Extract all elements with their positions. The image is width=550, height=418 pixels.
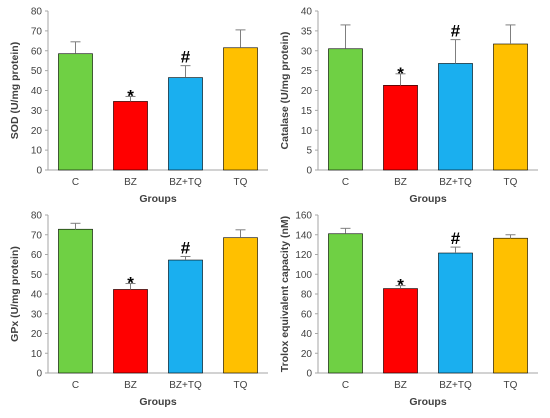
x-tick-label: C [342, 380, 349, 391]
y-tick-label: 40 [301, 329, 313, 340]
y-axis-title: SOD (U/mg protein) [9, 42, 21, 139]
x-tick-label: BZ [394, 177, 407, 188]
chart-trolox: 0 20 40 60 80 100 120 140 160 C * BZ # BZ+TQ TQ Groups T… [279, 211, 538, 408]
y-tick-label: 30 [31, 309, 43, 320]
y-tick-label: 30 [31, 106, 43, 117]
y-tick-label: 20 [301, 86, 313, 97]
bar-bz [383, 288, 418, 374]
bar-bz-plus-tq [168, 77, 203, 171]
significance-asterisk: * [397, 64, 404, 83]
y-tick-label: 160 [295, 211, 312, 222]
y-tick-label: 10 [31, 146, 43, 157]
significance-hash: # [451, 22, 461, 41]
x-tick-label: TQ [504, 177, 518, 188]
y-axis-title: Catalase (U/mg protein) [279, 32, 291, 150]
significance-asterisk: * [127, 274, 134, 293]
x-tick-label: TQ [234, 380, 248, 391]
y-tick-label: 100 [295, 270, 312, 281]
x-tick-label: BZ [394, 380, 407, 391]
x-tick-label: C [72, 177, 79, 188]
x-tick-label: BZ+TQ [439, 177, 472, 188]
chart-gpx: 0 10 20 30 40 50 60 70 80 C * BZ # BZ+TQ TQ Groups GPx (… [9, 211, 268, 408]
y-tick-label: 35 [301, 26, 313, 37]
y-tick-label: 20 [31, 329, 43, 340]
bar-c [328, 48, 363, 171]
bar-bz-plus-tq [168, 259, 203, 374]
bar-tq [493, 43, 528, 171]
significance-hash: # [181, 238, 191, 257]
y-tick-label: 50 [31, 270, 43, 281]
x-tick-label: BZ [124, 177, 137, 188]
x-tick-label: TQ [234, 177, 248, 188]
y-tick-label: 70 [31, 230, 43, 241]
bar-bz [113, 289, 148, 374]
y-tick-label: 60 [31, 250, 43, 261]
y-tick-label: 25 [301, 66, 313, 77]
x-axis-title: Groups [139, 193, 176, 205]
bar-tq [223, 237, 258, 374]
y-tick-label: 70 [31, 26, 43, 37]
bar-bz [383, 85, 418, 171]
y-tick-label: 0 [306, 369, 312, 380]
x-tick-label: BZ+TQ [169, 177, 202, 188]
x-tick-label: BZ+TQ [169, 380, 202, 391]
chart-sod: 0 10 20 30 40 50 60 70 80 C * BZ # BZ+TQ TQ Groups SOD (… [9, 7, 268, 205]
y-tick-label: 60 [301, 309, 313, 320]
y-tick-label: 140 [295, 230, 312, 241]
bar-tq [223, 47, 258, 171]
y-tick-label: 15 [301, 106, 313, 117]
significance-hash: # [451, 229, 461, 248]
x-axis-title: Groups [409, 193, 446, 205]
y-tick-label: 5 [306, 146, 312, 157]
y-tick-label: 80 [31, 211, 43, 222]
y-axis-title: GPx (U/mg protein) [9, 246, 21, 342]
y-tick-label: 0 [306, 166, 312, 177]
bar-c [58, 53, 93, 171]
y-tick-label: 0 [36, 369, 42, 380]
y-tick-label: 20 [301, 349, 313, 360]
y-tick-label: 40 [31, 290, 43, 301]
x-tick-label: TQ [504, 380, 518, 391]
significance-hash: # [181, 48, 191, 67]
bar-c [328, 233, 363, 374]
y-tick-label: 0 [36, 166, 42, 177]
bar-bz-plus-tq [438, 252, 473, 374]
bar-c [58, 228, 93, 374]
y-axis-title: Trolox equivalent capacity (nM) [279, 216, 291, 372]
y-tick-label: 80 [301, 290, 313, 301]
y-tick-label: 10 [31, 349, 43, 360]
y-tick-label: 20 [31, 126, 43, 137]
y-tick-label: 50 [31, 66, 43, 77]
significance-asterisk: * [397, 276, 404, 295]
y-tick-label: 30 [301, 46, 313, 57]
y-tick-label: 40 [31, 86, 43, 97]
y-tick-label: 60 [31, 46, 43, 57]
y-tick-label: 10 [301, 126, 313, 137]
chart-catalase: 0 5 10 15 20 25 30 35 40 C * BZ # BZ+TQ TQ Groups Catala… [279, 7, 538, 205]
x-tick-label: BZ+TQ [439, 380, 472, 391]
bar-tq [493, 237, 528, 374]
y-tick-label: 120 [295, 250, 312, 261]
x-tick-label: C [72, 380, 79, 391]
significance-asterisk: * [127, 86, 134, 105]
bar-bz [113, 101, 148, 171]
x-axis-title: Groups [409, 396, 446, 408]
y-tick-label: 40 [301, 7, 313, 18]
bar-bz-plus-tq [438, 63, 473, 171]
y-tick-label: 80 [31, 7, 43, 18]
x-axis-title: Groups [139, 396, 176, 408]
x-tick-label: BZ [124, 380, 137, 391]
x-tick-label: C [342, 177, 349, 188]
